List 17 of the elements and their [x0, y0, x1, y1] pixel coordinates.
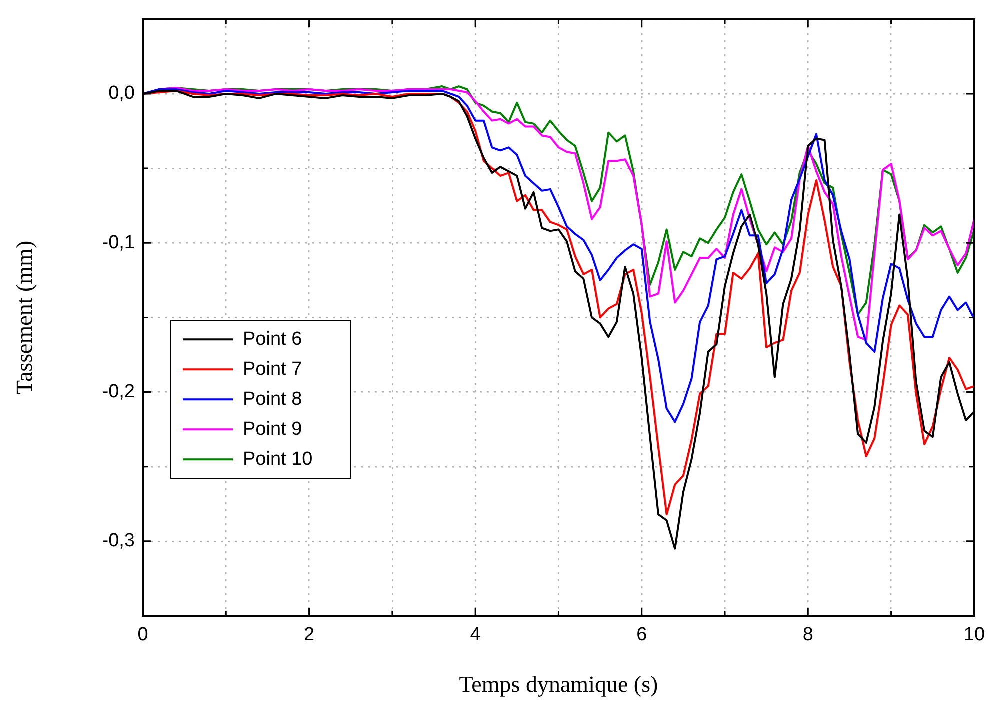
- legend-label: Point 8: [243, 388, 302, 410]
- legend-label: Point 6: [243, 328, 302, 350]
- x-tick-label: 8: [802, 624, 814, 646]
- x-axis-title: Temps dynamique (s): [459, 672, 658, 698]
- y-tick-label: -0,1: [102, 232, 135, 254]
- legend-label: Point 7: [243, 358, 302, 380]
- x-tick-label: 10: [964, 624, 986, 646]
- y-axis-title: Tassement (mm): [12, 240, 37, 395]
- x-tick-label: 4: [470, 624, 482, 646]
- y-tick-label: 0,0: [108, 83, 135, 104]
- x-tick-label: 2: [304, 624, 315, 646]
- y-tick-label: -0,3: [102, 530, 135, 552]
- x-tick-label: 0: [138, 624, 148, 646]
- legend-label: Point 10: [243, 448, 313, 470]
- y-tick-label: -0,2: [102, 382, 135, 403]
- x-tick-label: 6: [636, 624, 648, 646]
- legend-label: Point 9: [243, 418, 302, 440]
